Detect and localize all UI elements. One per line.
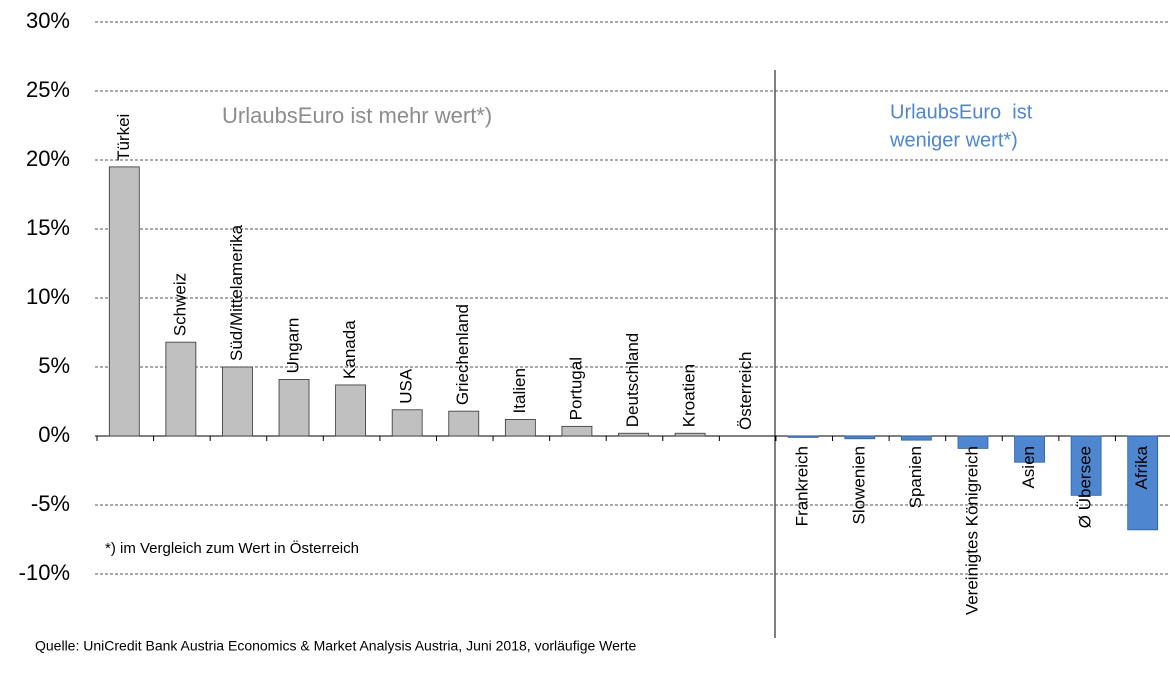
source: Quelle: UniCredit Bank Austria Economics… bbox=[35, 638, 636, 654]
x-tick-label: Türkei bbox=[114, 114, 133, 161]
y-tick-label: 30% bbox=[26, 8, 70, 33]
y-tick-label: 0% bbox=[38, 422, 70, 447]
bar bbox=[674, 432, 706, 437]
x-tick-label: Portugal bbox=[566, 357, 585, 420]
x-tick-label: Asien bbox=[1019, 446, 1038, 489]
bar bbox=[787, 435, 819, 438]
x-tick-label: Griechenland bbox=[453, 304, 472, 405]
annotation: UrlaubsEuro ist bbox=[890, 101, 1033, 123]
x-tick-label: USA bbox=[397, 368, 416, 404]
bar bbox=[335, 384, 367, 437]
y-tick-label: -10% bbox=[19, 560, 70, 585]
bar bbox=[222, 366, 253, 437]
bar bbox=[448, 410, 480, 437]
x-tick-label: Kanada bbox=[340, 320, 359, 379]
bar bbox=[618, 432, 649, 437]
footnote: *) im Vergleich zum Wert in Österreich bbox=[105, 539, 359, 557]
x-tick-label: Spanien bbox=[906, 446, 925, 508]
bar bbox=[957, 435, 989, 449]
bar bbox=[844, 435, 876, 440]
y-tick-label: 10% bbox=[26, 284, 70, 309]
x-tick-label: Kroatien bbox=[680, 364, 699, 427]
bar bbox=[165, 341, 197, 437]
bar bbox=[900, 435, 932, 441]
bar bbox=[278, 379, 310, 437]
bar bbox=[504, 419, 536, 437]
y-tick-label: 25% bbox=[26, 77, 70, 102]
x-tick-label: Deutschland bbox=[623, 333, 642, 428]
y-tick-label: 15% bbox=[26, 215, 70, 240]
x-tick-label: Schweiz bbox=[170, 273, 189, 336]
bar bbox=[1070, 435, 1102, 496]
x-tick-label: Afrika bbox=[1132, 445, 1151, 489]
x-tick-label: Italien bbox=[510, 368, 529, 413]
x-tick-label: Slowenien bbox=[849, 446, 868, 524]
x-tick-label: Ungarn bbox=[284, 318, 303, 374]
y-tick-label: -5% bbox=[31, 491, 70, 516]
bar bbox=[1014, 435, 1045, 463]
x-tick-label: Österreich bbox=[736, 352, 755, 430]
bar bbox=[391, 409, 423, 437]
bar bbox=[1127, 435, 1159, 531]
y-tick-label: 5% bbox=[38, 353, 70, 378]
x-tick-label: Frankreich bbox=[793, 446, 812, 526]
bar bbox=[561, 425, 593, 437]
x-tick-label: Ø Übersee bbox=[1076, 446, 1095, 528]
annotation: UrlaubsEuro ist mehr wert*) bbox=[222, 103, 492, 128]
x-tick-label: Süd/Mittelamerika bbox=[227, 224, 246, 361]
bar bbox=[108, 166, 140, 437]
annotation: weniger wert*) bbox=[889, 129, 1018, 151]
x-tick-label: Vereinigtes Königreich bbox=[962, 446, 981, 615]
y-tick-label: 20% bbox=[26, 146, 70, 171]
